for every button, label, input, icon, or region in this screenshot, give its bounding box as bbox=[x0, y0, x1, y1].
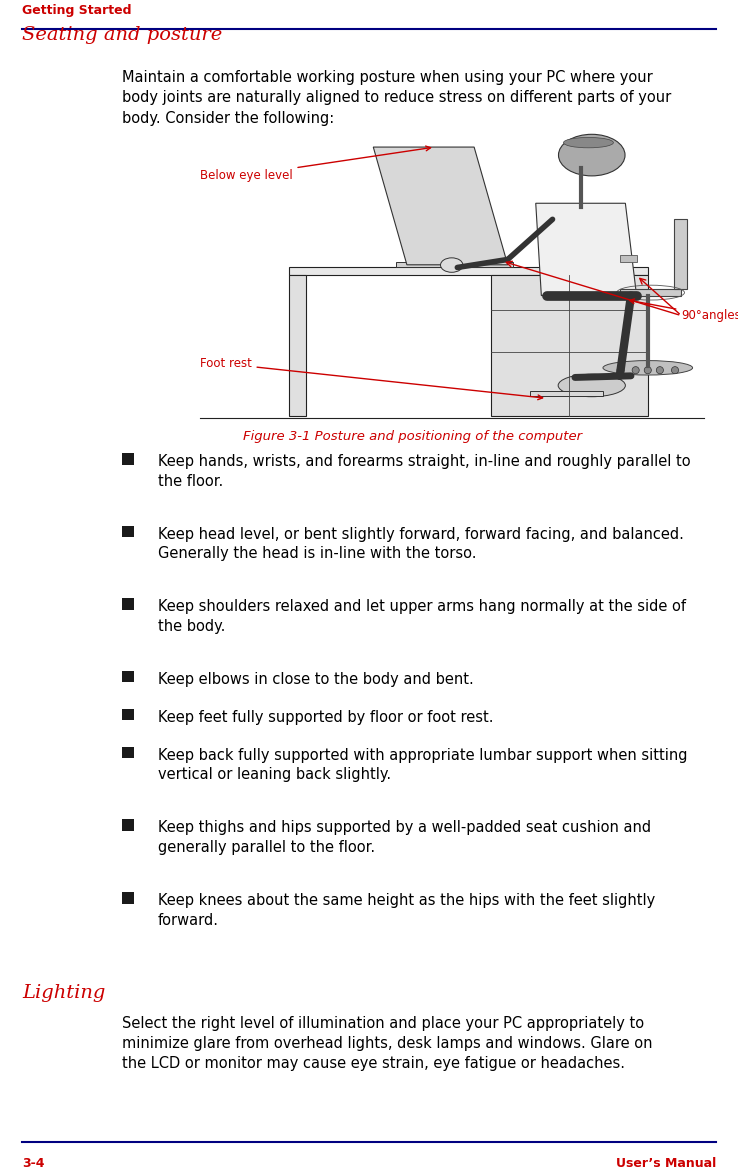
Bar bbox=[122, 892, 134, 904]
Text: Figure 3-1 Posture and positioning of the computer: Figure 3-1 Posture and positioning of th… bbox=[243, 430, 582, 443]
Bar bbox=[530, 391, 603, 396]
Text: Keep hands, wrists, and forearms straight, in-line and roughly parallel to
the f: Keep hands, wrists, and forearms straigh… bbox=[158, 454, 691, 489]
Text: Select the right level of illumination and place your PC appropriately to
minimi: Select the right level of illumination a… bbox=[122, 1016, 652, 1071]
Bar bbox=[122, 454, 134, 464]
Text: Getting Started: Getting Started bbox=[22, 4, 131, 18]
Bar bbox=[122, 525, 134, 537]
Bar bbox=[491, 275, 648, 416]
Text: Foot rest: Foot rest bbox=[200, 357, 542, 400]
Text: Keep back fully supported with appropriate lumbar support when sitting
vertical : Keep back fully supported with appropria… bbox=[158, 748, 688, 783]
Text: Keep elbows in close to the body and bent.: Keep elbows in close to the body and ben… bbox=[158, 672, 474, 687]
Circle shape bbox=[617, 367, 624, 374]
Text: 3-4: 3-4 bbox=[22, 1157, 44, 1170]
Bar bbox=[122, 819, 134, 831]
Text: Lighting: Lighting bbox=[22, 983, 106, 1002]
Bar bbox=[122, 670, 134, 682]
Ellipse shape bbox=[441, 258, 463, 272]
Circle shape bbox=[644, 367, 652, 374]
Bar bbox=[289, 275, 306, 416]
Text: Keep shoulders relaxed and let upper arms hang normally at the side of
the body.: Keep shoulders relaxed and let upper arm… bbox=[158, 599, 686, 634]
Ellipse shape bbox=[558, 374, 625, 396]
Circle shape bbox=[632, 367, 639, 374]
Ellipse shape bbox=[564, 137, 613, 148]
Text: Keep head level, or bent slightly forward, forward facing, and balanced.
General: Keep head level, or bent slightly forwar… bbox=[158, 526, 684, 561]
Bar bbox=[620, 255, 637, 261]
Circle shape bbox=[672, 367, 678, 374]
Text: Keep knees about the same height as the hips with the feet slightly
forward.: Keep knees about the same height as the … bbox=[158, 893, 655, 927]
Circle shape bbox=[656, 367, 663, 374]
Text: Below eye level: Below eye level bbox=[200, 146, 431, 182]
Polygon shape bbox=[373, 146, 508, 265]
Text: 90°angles: 90°angles bbox=[630, 299, 738, 322]
Ellipse shape bbox=[603, 361, 692, 375]
Polygon shape bbox=[536, 203, 637, 295]
Bar bbox=[396, 263, 514, 267]
Bar bbox=[620, 289, 681, 295]
Text: Keep feet fully supported by floor or foot rest.: Keep feet fully supported by floor or fo… bbox=[158, 710, 494, 724]
Text: Seating and posture: Seating and posture bbox=[22, 26, 222, 45]
Ellipse shape bbox=[559, 135, 625, 176]
Bar bbox=[289, 267, 648, 275]
Bar bbox=[122, 747, 134, 758]
Bar bbox=[122, 709, 134, 721]
Bar bbox=[674, 219, 687, 289]
Text: Maintain a comfortable working posture when using your PC where your
body joints: Maintain a comfortable working posture w… bbox=[122, 70, 672, 125]
Bar bbox=[122, 598, 134, 609]
Text: User’s Manual: User’s Manual bbox=[615, 1157, 716, 1170]
Text: Keep thighs and hips supported by a well-padded seat cushion and
generally paral: Keep thighs and hips supported by a well… bbox=[158, 820, 651, 854]
